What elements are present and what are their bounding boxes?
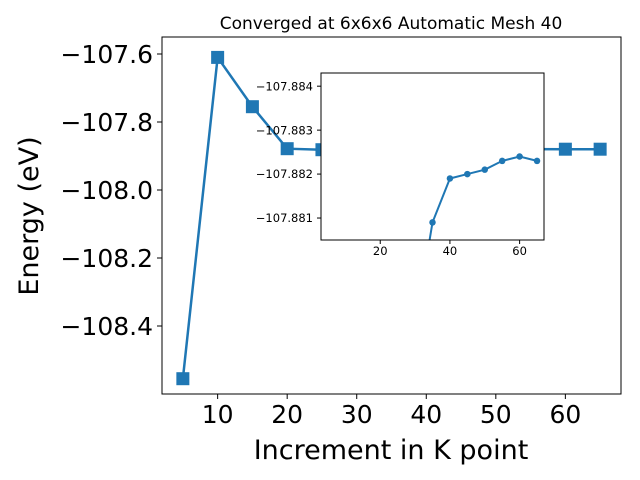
inset-data-point [533,157,541,165]
main-y-tick-label: −108.4 [60,312,153,341]
main-y-tick-label: −107.6 [60,40,153,69]
main-data-point [593,142,607,156]
inset-x-tick-label: 20 [373,244,388,258]
inset-y-tick-label: −107.881 [256,211,313,225]
inset-data-point [498,157,506,165]
main-x-tick-label: 50 [480,400,512,429]
inset-axes-ticks: 20 40 60 −107.884 −107.883 −107.882 −107.881 [256,79,527,258]
inset-x-tick-label: 40 [443,244,458,258]
inset-y-tick-label: −107.882 [256,167,313,181]
main-y-tick-label: −107.8 [60,108,153,137]
main-data-point [176,372,190,386]
inset-y-tick-label: −107.884 [256,79,313,93]
inset-plot-series [428,153,541,240]
main-data-point [280,142,294,156]
chart-title: Converged at 6x6x6 Automatic Mesh 40 [220,14,563,34]
main-data-point [211,50,225,64]
main-data-point [558,142,572,156]
main-x-tick-label: 10 [202,400,234,429]
inset-data-point [481,166,489,173]
inset-axes-frame [320,72,545,241]
main-y-tick-label: −108.2 [60,244,153,273]
main-data-point [245,100,259,114]
main-x-tick-label: 30 [341,400,373,429]
x-axis-label: Increment in K point [254,435,529,466]
inset-data-point [446,175,454,182]
main-x-tick-label: 60 [549,400,581,429]
inset-x-tick-label: 60 [512,244,527,258]
inset-background [321,73,544,240]
inset-data-point [464,170,471,178]
inset-data-point [429,219,436,226]
main-x-tick-label: 20 [271,400,303,429]
main-axes-frame [161,36,622,395]
y-axis-label: Energy (eV) [14,136,45,295]
inset-data-point [516,153,523,160]
main-y-tick-label: −108.0 [60,176,153,205]
main-axes-ticks: 10 20 30 40 50 60 −108.4 −108.2 −108.0 −107.8 −107… [60,40,581,429]
inset-y-tick-label: −107.883 [256,123,313,137]
main-x-tick-label: 40 [410,400,442,429]
